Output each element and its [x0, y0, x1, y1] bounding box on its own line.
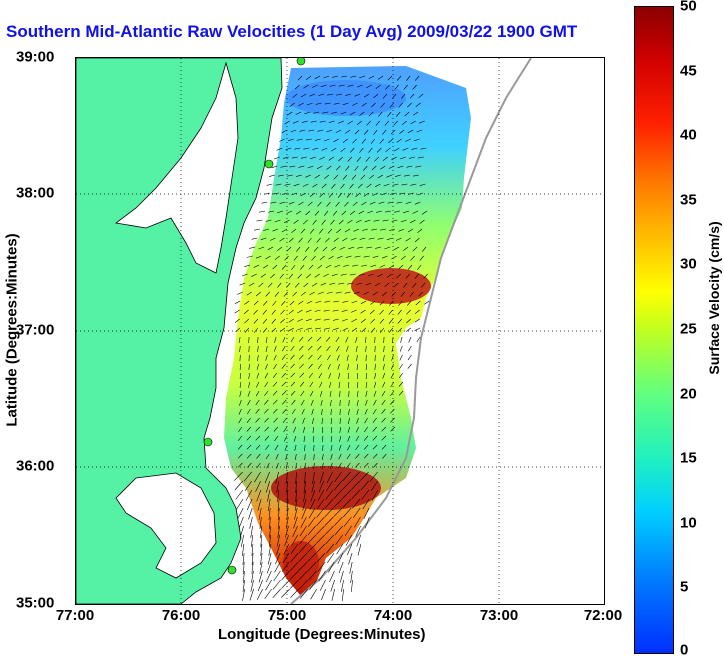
velocity-arrows: [234, 75, 430, 601]
y-axis-label: Latitude (Degrees:Minutes): [3, 233, 21, 427]
map-canvas: [76, 58, 604, 604]
colorbar-label: Surface Velocity (cm/s): [706, 221, 722, 375]
land-mass: [76, 58, 283, 604]
x-tick: 75:00: [267, 607, 307, 624]
colorbar-tick: 25: [680, 320, 697, 338]
shelf-edge-line: [290, 58, 532, 604]
y-tick: 35:00: [16, 594, 55, 612]
pamlico-sound: [115, 472, 217, 579]
colorbar-tick: 30: [680, 255, 697, 273]
y-tick: 36:00: [16, 457, 55, 475]
low-velocity-patch: [286, 80, 406, 116]
colorbar: [634, 6, 674, 654]
colorbar-tick: 20: [680, 385, 697, 403]
colorbar-tick: 50: [680, 0, 697, 15]
grid-lines: [76, 58, 604, 604]
y-tick: 38:00: [16, 184, 55, 202]
colorbar-tick: 15: [680, 449, 697, 467]
colorbar-tick: 35: [680, 191, 697, 209]
map-title: Southern Mid-Atlantic Raw Velocities (1 …: [6, 22, 578, 41]
colorbar-tick: 0: [680, 641, 689, 659]
x-tick: 73:00: [479, 607, 519, 624]
radar-site-markers: [203, 58, 306, 575]
x-tick: 74:00: [373, 607, 413, 624]
velocity-field: [224, 66, 471, 596]
x-tick: 77:00: [55, 607, 95, 624]
map-plot-area: [75, 57, 605, 605]
y-tick: 39:00: [16, 48, 55, 66]
x-tick: 76:00: [161, 607, 201, 624]
arrow-shafts: [234, 75, 430, 601]
colorbar-tick: 10: [680, 514, 697, 532]
y-tick: 37:00: [16, 321, 55, 339]
chesapeake-bay: [115, 61, 239, 274]
colorbar-tick: 45: [680, 62, 697, 80]
colorbar-tick: 5: [680, 578, 689, 596]
high-velocity-patch-north: [351, 268, 431, 304]
colorbar-tick: 40: [680, 126, 697, 144]
high-velocity-patch-south: [271, 466, 381, 510]
x-tick: 72:00: [583, 607, 623, 624]
x-axis-label: Longitude (Degrees:Minutes): [218, 626, 426, 643]
